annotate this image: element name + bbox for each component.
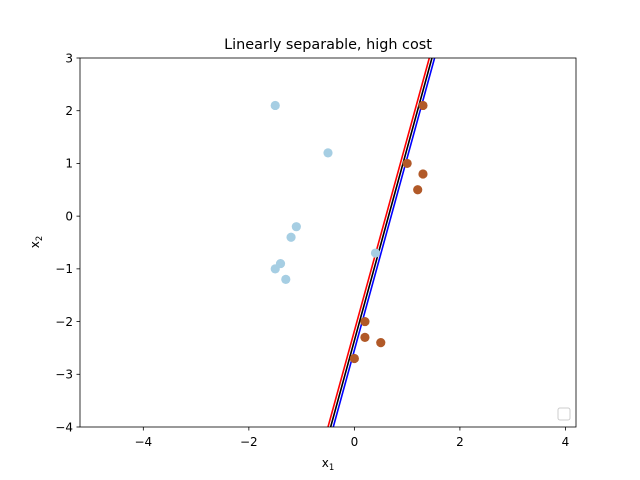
scatter-point-class1-4: [360, 316, 370, 327]
legend-box: [557, 407, 571, 421]
y-tick-label: −4: [55, 420, 73, 434]
scatter-point-class0-0: [270, 100, 280, 111]
x-axis: −4 −2 0 2 4: [134, 427, 569, 449]
scatter-point-class1-3: [413, 185, 423, 195]
boundary-line-0: [327, 58, 431, 427]
y-tick-label: 1: [65, 157, 73, 171]
y-axis: −4 −3 −2 −1 0 1 2 3: [55, 51, 80, 434]
y-tick-label: 3: [65, 51, 73, 65]
scatter-point-class1-7: [349, 353, 359, 364]
x-tick-label: 0: [351, 435, 359, 449]
scatter-point-class1-6: [376, 338, 386, 348]
scatter-point-class0-6: [281, 274, 291, 284]
y-tick-label: 0: [65, 209, 73, 223]
scatter-point-class0-1: [323, 148, 333, 158]
scatter-point-class0-3: [286, 232, 296, 242]
x-tick-label: −4: [134, 435, 152, 449]
x-tick-label: 4: [562, 435, 570, 449]
x-tick-label: −2: [240, 435, 258, 449]
boundary-line-2: [332, 58, 436, 427]
scatter-point-class1-0: [418, 100, 428, 111]
scatter-point-class0-5: [270, 264, 280, 274]
x-axis-label: x1: [322, 456, 335, 473]
x-axis-label-subscript: 1: [329, 463, 334, 473]
y-tick-label: −1: [55, 262, 73, 276]
y-axis-label-subscript: 2: [35, 236, 45, 241]
chart-title: Linearly separable, high cost: [224, 37, 432, 53]
y-tick-label: −3: [55, 368, 73, 382]
scatter-point-class1-2: [418, 169, 428, 179]
y-tick-label: 2: [65, 104, 73, 118]
x-tick-label: 2: [456, 435, 464, 449]
scatter-point-class0-7: [370, 248, 381, 258]
y-axis-label: x2: [28, 236, 45, 249]
scatter-point-class1-5: [360, 332, 370, 342]
y-tick-label: −2: [55, 315, 73, 329]
axes-frame: [79, 57, 577, 428]
scatter-point-class1-1: [402, 158, 412, 169]
boundary-line-1: [329, 58, 433, 427]
plot-marks: [270, 58, 436, 427]
scatter-point-class0-2: [291, 222, 301, 232]
